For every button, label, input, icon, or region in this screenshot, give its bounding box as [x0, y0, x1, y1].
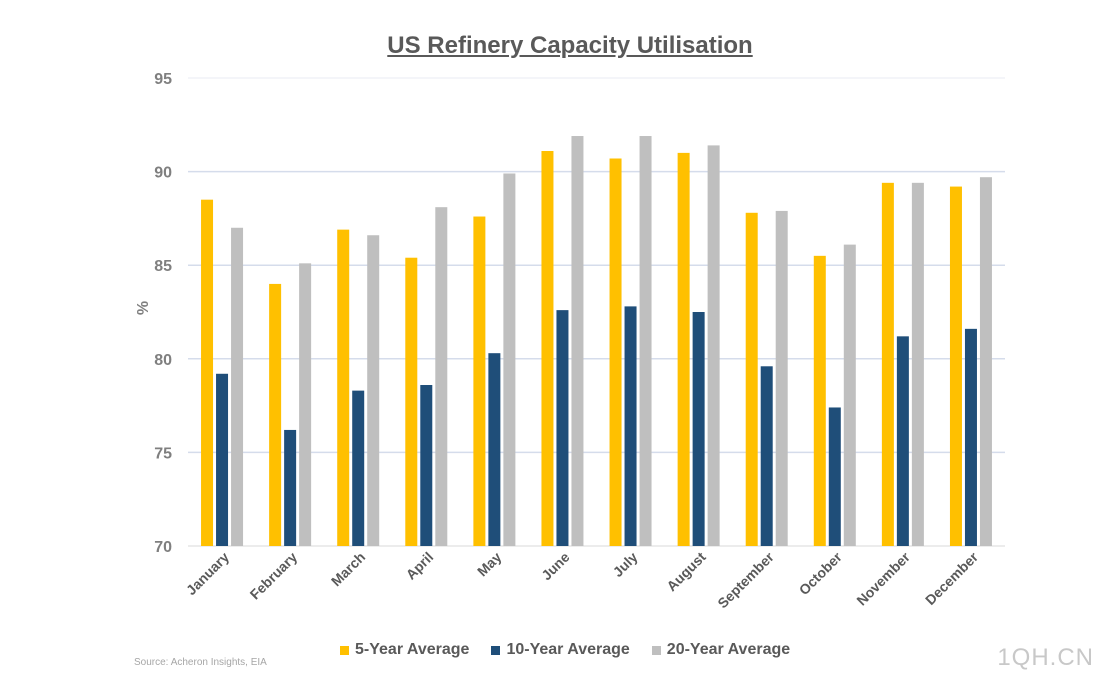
bar-20-year-average — [979, 177, 992, 546]
bar-5-year-average — [269, 283, 282, 546]
x-tick-label: November — [853, 548, 913, 608]
bar-5-year-average — [541, 151, 554, 546]
bar-10-year-average — [760, 366, 773, 546]
bar-10-year-average — [964, 328, 977, 546]
bar-5-year-average — [609, 158, 622, 546]
legend-item: 5-Year Average — [340, 641, 469, 659]
legend-item: 10-Year Average — [491, 641, 630, 659]
y-tick-label: 85 — [154, 258, 172, 275]
bar-20-year-average — [775, 210, 788, 547]
x-tick-label: September — [714, 548, 777, 611]
chart-title: US Refinery Capacity Utilisation — [387, 32, 753, 59]
y-tick-label: 90 — [154, 165, 172, 182]
bar-5-year-average — [677, 152, 690, 546]
legend-swatch — [491, 645, 501, 655]
bar-20-year-average — [571, 136, 584, 547]
y-tick-label: 95 — [154, 71, 172, 88]
bar-10-year-average — [624, 306, 637, 546]
bar-10-year-average — [352, 390, 365, 546]
bar-10-year-average — [828, 407, 841, 546]
y-axis-label: % — [135, 301, 152, 315]
legend-item: 20-Year Average — [651, 641, 791, 659]
bar-5-year-average — [881, 182, 894, 546]
x-tick-label: October — [796, 548, 846, 598]
x-tick-label: May — [474, 549, 505, 580]
bar-20-year-average — [911, 182, 924, 546]
bar-10-year-average — [556, 310, 569, 546]
bar-20-year-average — [639, 136, 652, 547]
y-tick-label: 80 — [154, 352, 172, 369]
x-tick-label: June — [538, 549, 573, 584]
x-tick-label: February — [247, 549, 301, 603]
legend: 5-Year Average 10-Year Average 20-Year Ave… — [340, 641, 790, 659]
bar-10-year-average — [216, 373, 229, 546]
legend-swatch — [651, 645, 661, 655]
bar-5-year-average — [745, 212, 758, 546]
bar-5-year-average — [201, 199, 214, 546]
x-tick-label: December — [922, 548, 982, 608]
x-tick-label: July — [610, 549, 641, 580]
bar-10-year-average — [896, 336, 909, 546]
bar-10-year-average — [488, 353, 501, 546]
bar-20-year-average — [843, 244, 856, 546]
x-tick-label: April — [403, 549, 437, 583]
bar-20-year-average — [435, 207, 448, 546]
bar-10-year-average — [420, 385, 433, 546]
legend-label: 5-Year Average — [355, 641, 470, 658]
bar-20-year-average — [299, 263, 312, 546]
x-tick-label: August — [663, 549, 709, 595]
bar-10-year-average — [284, 429, 297, 546]
bar-20-year-average — [707, 145, 720, 546]
bar-20-year-average — [367, 235, 380, 547]
x-tick-label: January — [183, 549, 232, 598]
legend-label: 10-Year Average — [506, 641, 630, 658]
source-note: Source: Acheron Insights, EIA — [134, 657, 267, 668]
bar-5-year-average — [949, 186, 962, 547]
bar-5-year-average — [405, 257, 418, 546]
bar-5-year-average — [813, 255, 826, 546]
watermark: 1QH.CN — [997, 644, 1094, 671]
bar-5-year-average — [473, 216, 486, 546]
bar-20-year-average — [231, 227, 244, 546]
legend-swatch — [340, 645, 349, 655]
x-tick-label: March — [328, 549, 368, 589]
y-tick-label: 75 — [154, 445, 172, 462]
y-tick-label: 70 — [154, 539, 172, 556]
legend-label: 20-Year Average — [666, 641, 791, 658]
bar-5-year-average — [337, 229, 350, 546]
bar-10-year-average — [692, 312, 705, 546]
bar-20-year-average — [503, 173, 516, 547]
